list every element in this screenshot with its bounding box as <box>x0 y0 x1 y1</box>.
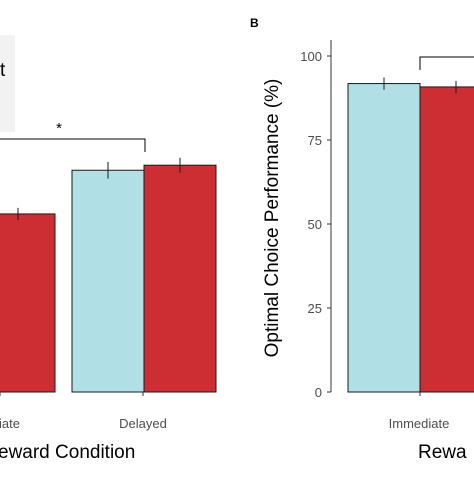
x-tick-label-immediate: iate <box>0 416 20 431</box>
panel-b: B 0 25 50 75 100 Optimal Choice Performance … <box>250 16 474 463</box>
y-ticks: 0 25 50 75 100 <box>300 49 331 400</box>
y-tick-label: 100 <box>300 49 322 64</box>
bar-delayed-immediate-reward <box>71 169 145 393</box>
significance-bracket-b <box>419 56 474 70</box>
bar-immediate-delayed-reward <box>0 213 56 393</box>
bar-immediate-delayed-reward <box>419 86 474 393</box>
panel-a: t * iate Delayed eward Condition <box>0 35 217 463</box>
significance-star: * <box>56 120 62 137</box>
y-tick-label: 50 <box>308 217 322 232</box>
x-tick-label-immediate-b: Immediate <box>389 416 450 431</box>
x-axis-title-b: Rewa <box>418 442 467 463</box>
y-axis-title: Optimal Choice Performance (%) <box>262 79 283 358</box>
x-tick-label-delayed: Delayed <box>119 416 167 431</box>
panel-label-b: B <box>250 16 259 30</box>
bar-immediate-immediate-reward <box>347 83 421 393</box>
y-tick-label: 0 <box>315 385 322 400</box>
x-axis-title: eward Condition <box>0 442 135 463</box>
y-tick-label: 25 <box>308 301 322 316</box>
bar-delayed-delayed-reward <box>143 164 217 393</box>
legend-title-fragment: t <box>0 60 6 81</box>
legend-box <box>0 35 15 132</box>
y-tick-label: 75 <box>308 133 322 148</box>
significance-bracket <box>0 138 146 152</box>
